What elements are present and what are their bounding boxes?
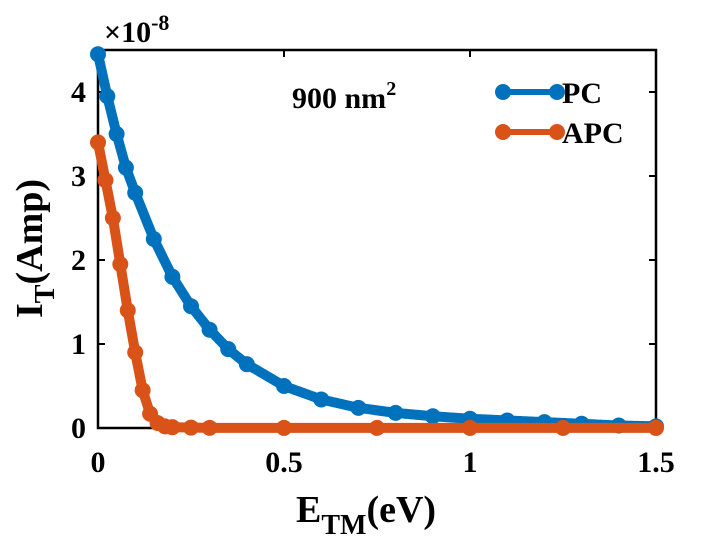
data-point-pc bbox=[164, 268, 181, 285]
plot-area bbox=[96, 48, 658, 430]
y-tick-label: 0 bbox=[71, 412, 86, 445]
series-layer bbox=[90, 46, 664, 436]
legend-marker-apc-end bbox=[549, 124, 565, 140]
x-tick-label: 0.5 bbox=[265, 446, 303, 479]
legend-marker-pc-end bbox=[549, 84, 565, 100]
y-axis-label: IT(Amp) bbox=[9, 179, 61, 318]
data-point-apc bbox=[90, 134, 106, 151]
x-axis-label-unit: (eV) bbox=[366, 489, 436, 531]
data-point-pc bbox=[276, 378, 292, 394]
data-point-pc bbox=[117, 159, 134, 176]
data-point-apc bbox=[104, 210, 121, 226]
x-axis-label: ETM(eV) bbox=[296, 489, 436, 541]
data-point-pc bbox=[387, 404, 404, 421]
area-annotation: 900 nm2 bbox=[292, 78, 396, 115]
data-point-apc bbox=[369, 419, 385, 436]
legend-label-pc: PC bbox=[562, 77, 602, 110]
data-point-pc bbox=[127, 184, 144, 201]
x-tick-label: 1 bbox=[463, 446, 478, 479]
x-tick-label: 1.5 bbox=[637, 446, 675, 479]
data-point-apc bbox=[127, 344, 144, 361]
y-tick-label: 4 bbox=[71, 76, 86, 109]
data-point-pc bbox=[201, 321, 218, 338]
data-point-apc bbox=[183, 419, 199, 436]
data-point-pc bbox=[350, 399, 367, 416]
x-tick-label: 0 bbox=[91, 446, 106, 479]
data-point-apc bbox=[462, 419, 478, 436]
data-point-apc bbox=[201, 419, 218, 436]
y-tick-label: 2 bbox=[71, 244, 86, 277]
data-point-apc bbox=[112, 256, 129, 273]
data-point-pc bbox=[145, 231, 162, 247]
y-tick-label: 3 bbox=[71, 160, 86, 193]
y-axis-label-sub: T bbox=[30, 284, 61, 303]
data-point-apc bbox=[648, 419, 664, 436]
data-point-apc bbox=[97, 172, 114, 189]
data-point-apc bbox=[555, 419, 571, 436]
data-point-apc bbox=[119, 302, 136, 319]
legend-marker-pc bbox=[495, 84, 511, 100]
data-point-pc bbox=[424, 408, 441, 425]
legend: PC APC bbox=[495, 77, 624, 150]
y-multiplier-exponent: -8 bbox=[151, 10, 169, 35]
area-annotation-superscript: 2 bbox=[386, 78, 396, 100]
y-axis-label-unit: (Amp) bbox=[9, 179, 51, 285]
legend-label-apc: APC bbox=[562, 117, 624, 150]
legend-marker-apc bbox=[495, 124, 511, 140]
data-point-pc bbox=[313, 391, 330, 408]
x-axis-label-sub: TM bbox=[321, 510, 366, 541]
data-point-pc bbox=[238, 356, 255, 373]
data-point-pc bbox=[99, 88, 116, 105]
y-multiplier: ×10-8 bbox=[104, 10, 169, 49]
data-point-pc bbox=[183, 298, 199, 315]
data-point-apc bbox=[276, 419, 292, 436]
data-point-pc bbox=[90, 46, 106, 63]
data-point-pc bbox=[220, 341, 237, 358]
data-point-apc bbox=[164, 419, 181, 436]
data-point-pc bbox=[108, 126, 125, 142]
data-point-apc bbox=[134, 382, 151, 399]
series-apc bbox=[90, 134, 664, 436]
y-tick-label: 1 bbox=[71, 328, 86, 361]
